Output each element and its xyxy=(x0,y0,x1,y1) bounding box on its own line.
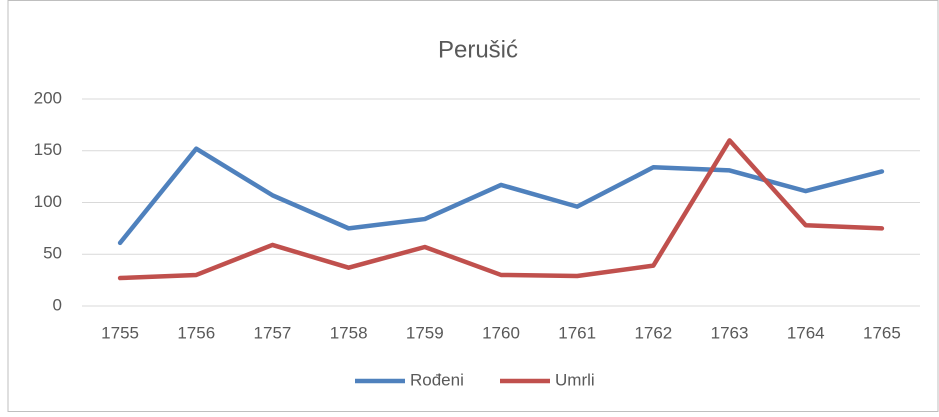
y-tick-label: 50 xyxy=(43,244,62,263)
line-series xyxy=(117,146,885,246)
legend-label: Umrli xyxy=(555,370,595,389)
x-tick-label: 1762 xyxy=(634,323,672,342)
x-tick-label: 1756 xyxy=(177,323,215,342)
x-tick-label: 1757 xyxy=(254,323,292,342)
x-tick-label: 1761 xyxy=(558,323,596,342)
x-tick-label: 1759 xyxy=(406,323,444,342)
y-tick-label: 0 xyxy=(53,295,62,314)
x-tick-label: 1760 xyxy=(482,323,520,342)
y-tick-label: 200 xyxy=(34,88,62,107)
x-tick-label: 1765 xyxy=(863,323,901,342)
x-tick-label: 1763 xyxy=(711,323,749,342)
legend-label: Rođeni xyxy=(410,370,464,389)
x-tick-label: 1758 xyxy=(330,323,368,342)
line-series xyxy=(117,138,885,281)
x-tick-label: 1764 xyxy=(787,323,825,342)
chart-title: Perušić xyxy=(438,36,518,63)
x-tick-label: 1755 xyxy=(101,323,139,342)
chart-border xyxy=(7,0,939,412)
y-tick-label: 150 xyxy=(34,140,62,159)
y-tick-label: 100 xyxy=(34,192,62,211)
